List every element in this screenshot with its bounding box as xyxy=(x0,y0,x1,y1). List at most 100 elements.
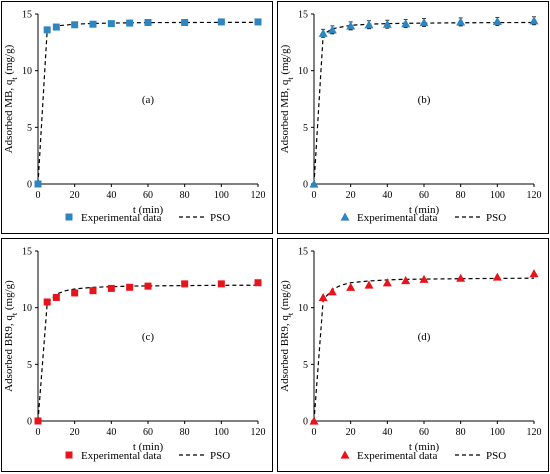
data-point xyxy=(346,282,356,291)
y-tick-label: 5 xyxy=(303,123,308,134)
data-point xyxy=(126,19,134,27)
y-tick-label: 0 xyxy=(27,417,32,428)
panel-tag: (d) xyxy=(418,331,431,343)
data-point xyxy=(529,269,539,278)
x-tick-label: 60 xyxy=(419,427,429,438)
legend-label-pso: PSO xyxy=(486,450,506,462)
data-point xyxy=(364,280,374,289)
legend-marker-experimental xyxy=(340,450,350,459)
data-point xyxy=(43,298,51,306)
y-axis-title-subscript: t xyxy=(286,312,295,315)
y-axis-title-subscript: t xyxy=(286,77,295,80)
x-tick-label: 40 xyxy=(382,190,392,201)
y-axis-title-unit: (mg/g) xyxy=(279,44,291,77)
x-axis-title: t (min) xyxy=(133,204,164,216)
y-tick-label: 5 xyxy=(303,360,308,371)
y-axis-title-subscript: t xyxy=(10,312,19,315)
chart-svg: 0 5 10 15 0 20 40 60 80 100 120 t (min) Adsorbed BR9… xyxy=(3,247,266,463)
x-axis-title: t (min) xyxy=(409,441,440,453)
x-tick-label: 80 xyxy=(456,190,466,201)
legend-label-experimental: Experimental data xyxy=(81,212,161,224)
y-tick-label: 15 xyxy=(22,247,32,258)
data-point xyxy=(254,279,262,287)
data-point xyxy=(456,273,466,282)
x-tick-label: 40 xyxy=(382,427,392,438)
x-axis-title: t (min) xyxy=(409,204,440,216)
y-axis-title-unit: (mg/g) xyxy=(279,280,291,313)
y-axis-title: Adsorbed MB, qt (mg/g) xyxy=(279,44,295,153)
x-tick-label: 0 xyxy=(312,190,317,201)
x-tick-label: 120 xyxy=(251,190,266,201)
data-point xyxy=(419,18,429,27)
data-point xyxy=(71,289,79,297)
legend-label-experimental: Experimental data xyxy=(81,450,161,462)
pso-fit-line xyxy=(313,21,535,185)
legend-marker-experimental xyxy=(65,213,73,221)
x-tick-label: 20 xyxy=(70,427,80,438)
chart-svg: 0 5 10 15 0 20 40 60 80 100 120 t (min) Adsorbed BR9… xyxy=(279,247,542,463)
y-axis-title-unit: (mg/g) xyxy=(3,44,15,77)
y-axis-title-subscript: t xyxy=(10,77,19,80)
x-tick-label: 20 xyxy=(70,190,80,201)
legend-marker-experimental xyxy=(65,451,73,459)
x-tick-label: 100 xyxy=(490,190,505,201)
data-point xyxy=(144,19,152,26)
data-point xyxy=(71,21,79,29)
legend-marker-experimental xyxy=(340,212,350,221)
y-tick-label: 0 xyxy=(303,180,308,191)
x-tick-label: 100 xyxy=(490,427,505,438)
x-tick-label: 120 xyxy=(527,427,542,438)
x-tick-label: 0 xyxy=(36,190,41,201)
y-tick-label: 10 xyxy=(22,66,32,77)
y-axis-title-unit: (mg/g) xyxy=(3,280,15,313)
data-point xyxy=(217,280,225,288)
data-point xyxy=(52,293,60,301)
legend-label-experimental: Experimental data xyxy=(357,212,437,224)
data-point xyxy=(318,292,328,302)
x-tick-label: 100 xyxy=(214,190,229,201)
x-tick-label: 120 xyxy=(527,190,542,201)
y-tick-label: 15 xyxy=(298,247,308,258)
legend-label-pso: PSO xyxy=(210,212,230,224)
y-tick-label: 10 xyxy=(22,303,32,314)
x-tick-label: 80 xyxy=(456,427,466,438)
data-point xyxy=(346,21,356,30)
data-point xyxy=(327,25,337,34)
pso-fit-line xyxy=(313,277,535,422)
x-tick-label: 60 xyxy=(143,427,153,438)
data-point xyxy=(43,26,51,34)
data-point xyxy=(529,16,539,25)
pso-fit-line xyxy=(37,284,259,422)
legend-label-pso: PSO xyxy=(210,450,230,462)
data-point xyxy=(318,28,328,37)
y-axis-title-main: Adsorbed BR9, q xyxy=(3,315,15,392)
data-point xyxy=(254,18,262,26)
x-tick-label: 40 xyxy=(106,427,116,438)
data-point xyxy=(144,282,152,290)
y-tick-label: 10 xyxy=(298,303,308,314)
data-point xyxy=(34,417,42,425)
y-axis-title-main: Adsorbed MB, q xyxy=(279,79,291,153)
panel-tag: (b) xyxy=(418,94,431,106)
chart-panel-a: 0 5 10 15 0 20 40 60 80 100 120 t (min) Adsorbed MB,… xyxy=(1,1,273,234)
data-point xyxy=(181,19,189,26)
chart-panel-b: 0 5 10 15 0 20 40 60 80 100 120 t (min) Adsorbed MB,… xyxy=(277,1,549,234)
y-tick-label: 15 xyxy=(298,10,308,21)
data-point xyxy=(309,179,319,188)
data-point xyxy=(419,274,429,283)
chart-svg: 0 5 10 15 0 20 40 60 80 100 120 t (min) Adsorbed MB,… xyxy=(3,10,266,225)
data-point xyxy=(364,20,374,29)
data-point xyxy=(492,272,502,281)
data-point xyxy=(107,284,115,292)
data-point xyxy=(217,18,225,26)
data-point xyxy=(456,17,466,26)
y-tick-label: 10 xyxy=(298,66,308,77)
x-tick-label: 100 xyxy=(214,427,229,438)
y-axis-title: Adsorbed BR9, qt (mg/g) xyxy=(3,280,19,392)
legend-label-experimental: Experimental data xyxy=(357,450,437,462)
x-axis-title: t (min) xyxy=(133,441,164,453)
data-point xyxy=(89,20,97,28)
x-tick-label: 60 xyxy=(143,190,153,201)
y-axis-title-main: Adsorbed BR9, q xyxy=(279,315,291,392)
y-axis-title: Adsorbed BR9, qt (mg/g) xyxy=(279,280,295,392)
